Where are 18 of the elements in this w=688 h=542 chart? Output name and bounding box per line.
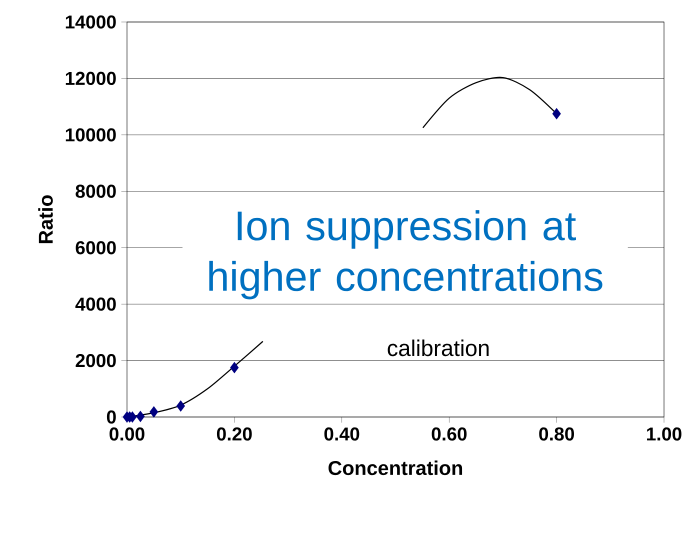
y-tick-label: 6000 — [76, 241, 116, 254]
y-tick-label: 4000 — [75, 298, 116, 311]
y-tick-label: 10000 — [66, 128, 116, 142]
y-tick-label: 2000 — [76, 354, 116, 368]
annotation: Ion suppression at higher concentrations — [209, 210, 602, 300]
x-tick-label: 0.20 — [216, 427, 252, 441]
y-tick-label: 8000 — [76, 184, 116, 198]
x-axis-title: Concentration — [328, 460, 462, 476]
x-tick-label: 0.80 — [539, 427, 574, 441]
x-tick-label: 0.60 — [432, 427, 467, 441]
annotation: calibration — [388, 340, 489, 356]
y-tick-label: 0 — [106, 410, 116, 424]
y-axis-title: Ratio — [38, 195, 53, 244]
x-tick-label: 0.40 — [324, 427, 360, 441]
x-tick-label: 0.00 — [110, 427, 144, 441]
y-tick-label: 14000 — [66, 15, 116, 29]
x-tick-label: 1.00 — [647, 427, 682, 441]
y-tick-label: 12000 — [66, 72, 116, 86]
